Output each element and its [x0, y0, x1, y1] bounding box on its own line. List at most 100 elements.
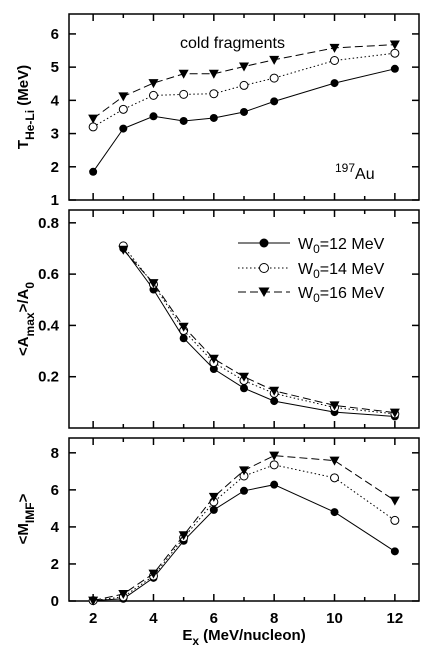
data-point-temperature-s1: [89, 167, 98, 176]
panel-amax-y-axis-title: <Amax>/A0: [15, 282, 37, 356]
data-point-amax-s1: [179, 334, 188, 343]
panel-temperature-y-tick-label: 5: [51, 59, 59, 76]
data-point-imf-s3: [148, 569, 159, 579]
annotation-cold-fragments: cold fragments: [180, 35, 285, 52]
panel-imf-y-tick-label: 2: [51, 556, 59, 573]
panel-temperature-y-tick-label: 1: [51, 192, 59, 209]
legend-label-sub: 0: [313, 267, 320, 281]
panel-imf-y-tick-label: 6: [51, 482, 59, 499]
x-tick-label: 10: [326, 610, 343, 627]
legend-label-w0-14: W0=14 MeV: [298, 261, 385, 281]
data-point-temperature-s3: [178, 69, 189, 79]
data-point-amax-s3: [239, 372, 249, 382]
data-point-temperature-s2: [269, 73, 279, 83]
data-point-temperature-s3: [329, 43, 340, 53]
data-point-temperature-s2: [330, 56, 340, 65]
data-point-temperature-s3: [208, 69, 219, 79]
panel-temperature-y-axis-title: THe-Li (MeV): [15, 65, 37, 149]
x-tick-label: 2: [89, 610, 97, 627]
data-point-temperature-s1: [330, 79, 339, 88]
x-axis-title: Ex (MeV/nucleon): [182, 627, 305, 648]
legend-entry-w0-12: W0=12 MeV: [238, 236, 385, 256]
data-point-temperature-s2: [239, 80, 249, 90]
y-axis-title-part-2: max: [23, 312, 37, 336]
data-point-temperature-s3: [239, 62, 249, 72]
data-point-imf-s3: [389, 496, 400, 506]
y-axis-title-part-1: <M: [15, 523, 32, 544]
panel-amax-y-tick-label: 0.8: [38, 215, 59, 232]
panel-amax-y-tick-label: 0.2: [38, 369, 59, 386]
data-point-imf-s3: [118, 589, 129, 599]
legend-label-sub: 0: [313, 291, 320, 305]
y-axis-title-part-3: >/A: [15, 288, 32, 312]
series-line-imf-2: [93, 464, 396, 602]
legend-label-sub: 0: [313, 242, 320, 256]
data-point-amax-s3: [118, 245, 129, 255]
data-point-amax-s3: [389, 408, 400, 418]
panel-temperature-y-tick-label: 4: [51, 92, 60, 109]
x-tick-label: 12: [387, 610, 404, 627]
panel-imf-y-tick-label: 0: [51, 593, 59, 610]
data-point-temperature-s2: [209, 89, 219, 99]
panel-temperature-y-tick-label: 2: [51, 159, 59, 176]
y-axis-title-part-3: >: [15, 493, 32, 502]
data-point-temperature-s1: [240, 107, 248, 116]
data-point-imf-s3: [88, 596, 99, 606]
panel-imf-y-tick-label: 4: [51, 519, 60, 536]
legend-marker-w0-16: [258, 287, 270, 297]
panel-amax-y-tick-label: 0.4: [38, 317, 60, 334]
y-axis-title-unit: (MeV): [15, 65, 32, 110]
data-point-temperature-s1: [119, 124, 128, 133]
data-point-amax-s3: [208, 354, 219, 364]
x-axis-title-main: E: [182, 627, 192, 644]
x-axis-title-unit: (MeV/nucleon): [199, 627, 306, 644]
data-point-temperature-s1: [179, 116, 188, 125]
data-point-imf-s2: [330, 473, 340, 483]
data-point-temperature-s1: [270, 97, 279, 106]
data-point-temperature-s3: [269, 55, 280, 65]
data-point-temperature-s3: [118, 92, 129, 102]
data-point-amax-s1: [240, 384, 248, 393]
data-point-temperature-s3: [389, 40, 400, 50]
data-point-imf-s2: [269, 460, 279, 470]
legend-marker-w0-14: [259, 263, 269, 273]
data-point-amax-s3: [269, 386, 280, 396]
data-point-temperature-s3: [148, 79, 159, 89]
data-point-temperature-s1: [149, 112, 158, 121]
legend-label-prefix: W: [298, 261, 314, 278]
data-point-amax-s1: [270, 397, 279, 406]
legend-entry-w0-16: W0=16 MeV: [238, 285, 385, 305]
x-tick-label: 4: [149, 610, 158, 627]
y-axis-title-sub: He-Li: [23, 110, 37, 140]
legend: W0=12 MeV W0=14 MeV W0=16 MeV: [238, 236, 385, 305]
data-point-imf-s3: [329, 456, 340, 466]
legend-label-prefix: W: [298, 236, 314, 253]
data-point-temperature-s2: [179, 89, 189, 99]
panel-temperature-y-tick-label: 6: [51, 26, 59, 43]
legend-label-suffix: =12 MeV: [320, 236, 385, 253]
panel-temperature: THe-Li (MeV) cold fragments 197Au: [15, 13, 420, 201]
data-point-amax-s1: [209, 365, 218, 374]
panel-imf-frame: [68, 437, 420, 602]
data-point-imf-s1: [330, 508, 339, 517]
data-point-temperature-s2: [88, 122, 98, 132]
y-axis-title-main: T: [15, 140, 32, 149]
panel-amax: <Amax>/A0 W0=12 MeV W0=14 MeV W0=16 MeV: [15, 209, 420, 429]
data-point-amax-s3: [178, 322, 189, 332]
legend-entry-w0-14: W0=14 MeV: [238, 261, 385, 281]
data-point-temperature-s3: [88, 114, 99, 124]
nucleus-symbol: Au: [355, 166, 375, 183]
series-line-imf-3: [92, 455, 396, 602]
panel-amax-y-tick-label: 0.6: [38, 266, 59, 283]
data-point-imf-s3: [178, 531, 189, 541]
data-point-temperature-s2: [390, 48, 400, 58]
legend-label-w0-12: W0=12 MeV: [298, 236, 385, 256]
data-point-temperature-s1: [390, 64, 399, 73]
legend-label-w0-16: W0=16 MeV: [298, 285, 385, 305]
series-line-amax-1: [122, 248, 395, 417]
legend-label-suffix: =14 MeV: [320, 261, 385, 278]
panel-imf-y-tick-label: 8: [51, 445, 59, 462]
data-point-imf-s3: [208, 492, 219, 502]
